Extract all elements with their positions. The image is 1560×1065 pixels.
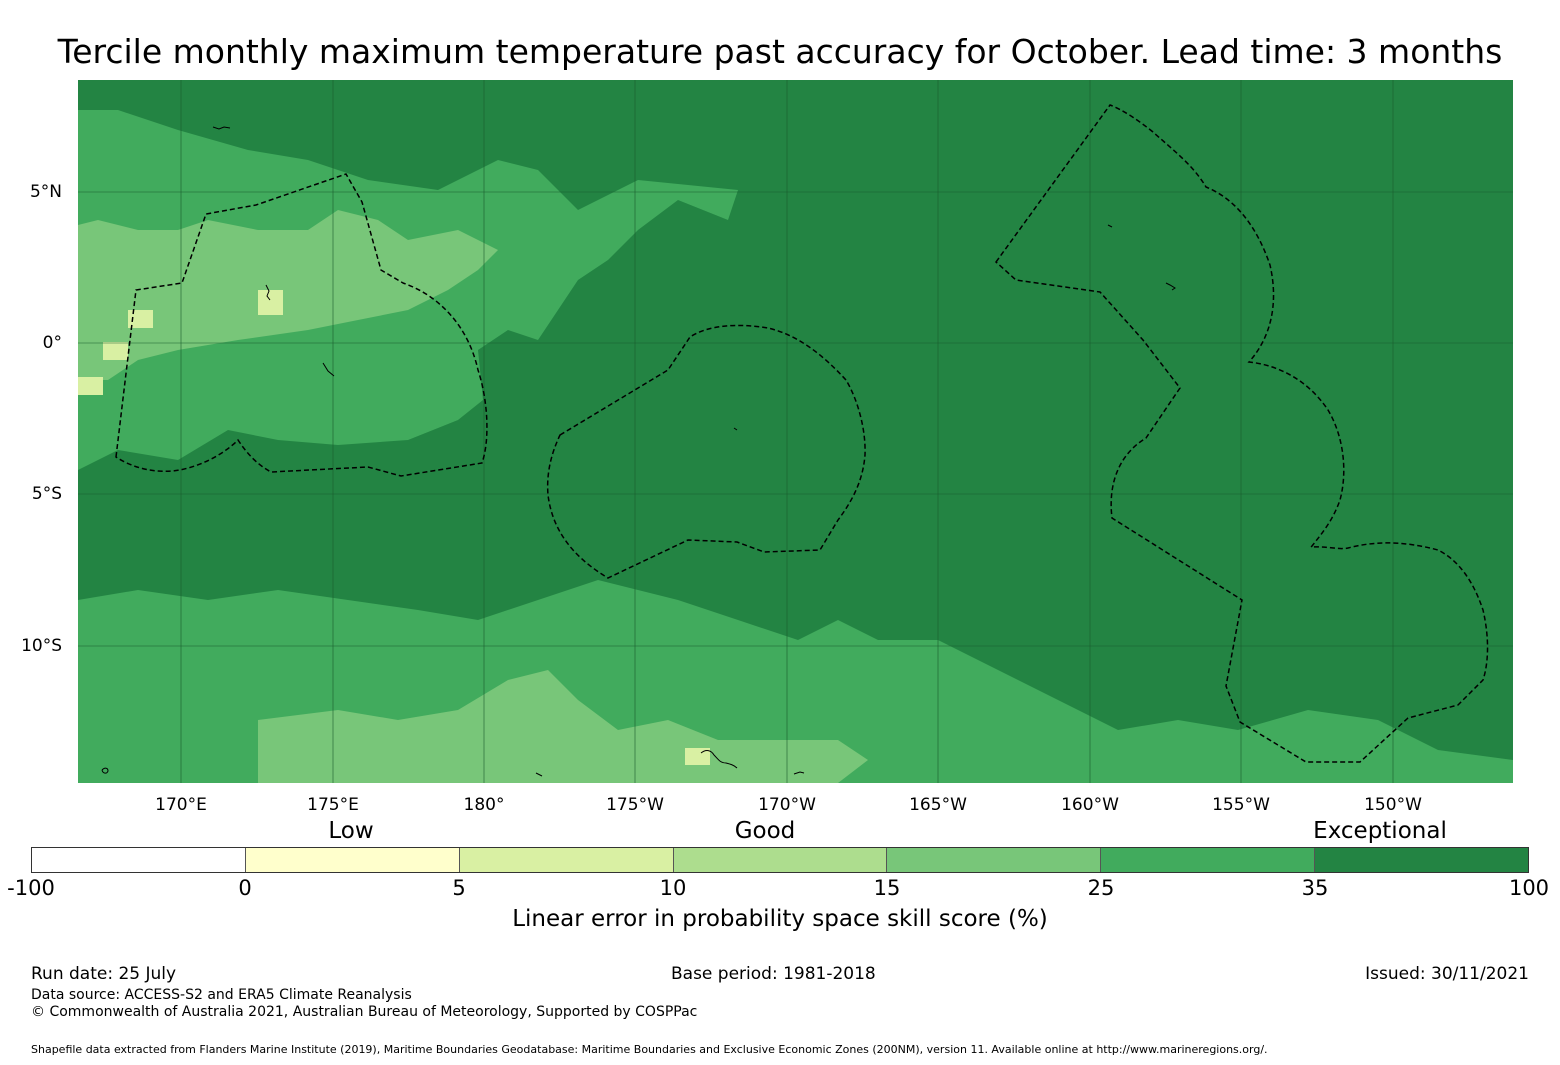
lon-label-2: 180° bbox=[463, 795, 505, 815]
island-2 bbox=[265, 284, 271, 301]
lon-label-0: 170°E bbox=[155, 795, 207, 815]
colorbar-segment-1 bbox=[245, 848, 460, 872]
lon-label-3: 175°W bbox=[606, 795, 664, 815]
island-9 bbox=[793, 771, 805, 775]
eez-tokelau-samoa bbox=[546, 324, 866, 579]
island-5 bbox=[1165, 282, 1176, 291]
legend-category-exceptional: Exceptional bbox=[1313, 818, 1447, 844]
data-source: Data source: ACCESS-S2 and ERA5 Climate … bbox=[31, 987, 412, 1003]
lon-label-4: 170°W bbox=[758, 795, 816, 815]
colorbar-segment-3 bbox=[673, 848, 888, 872]
island-7 bbox=[733, 427, 738, 431]
colorbar bbox=[31, 847, 1529, 873]
island-6 bbox=[1107, 224, 1113, 228]
patch-south-fair bbox=[258, 670, 868, 783]
shapefile-credit: Shapefile data extracted from Flanders M… bbox=[31, 1043, 1268, 1056]
colorbar-segment-6 bbox=[1315, 848, 1529, 872]
eez-kiribati-gilberts bbox=[115, 173, 488, 477]
colorbar-title: Linear error in probability space skill … bbox=[512, 906, 1048, 932]
copyright: © Commonwealth of Australia 2021, Austra… bbox=[31, 1004, 698, 1020]
colorbar-segment-2 bbox=[459, 848, 674, 872]
lon-label-6: 160°W bbox=[1061, 795, 1119, 815]
colorbar-tick-5: 25 bbox=[1087, 876, 1115, 900]
eez-boundaries bbox=[115, 104, 1489, 763]
colorbar-tick-0: -100 bbox=[7, 876, 55, 900]
island-8 bbox=[535, 772, 543, 777]
lat-label-2: 5°S bbox=[31, 484, 62, 504]
colorbar-tick-1: 0 bbox=[238, 876, 252, 900]
skill-map bbox=[78, 80, 1513, 783]
issued-date: Issued: 30/11/2021 bbox=[1365, 964, 1529, 984]
lon-label-7: 155°W bbox=[1212, 795, 1270, 815]
patch-west-fair bbox=[78, 210, 498, 380]
run-date: Run date: 25 July bbox=[31, 964, 177, 984]
patch-pale-cell-3 bbox=[103, 342, 128, 360]
colorbar-segment-4 bbox=[887, 848, 1102, 872]
legend-category-low: Low bbox=[328, 818, 374, 844]
colorbar-tick-4: 15 bbox=[873, 876, 901, 900]
lat-label-0: 5°N bbox=[29, 182, 62, 202]
lat-label-3: 10°S bbox=[21, 636, 62, 656]
island-1 bbox=[212, 126, 231, 130]
colorbar-segment-0 bbox=[32, 848, 246, 872]
lon-label-8: 150°W bbox=[1364, 795, 1422, 815]
map-title: Tercile monthly maximum temperature past… bbox=[57, 32, 1503, 71]
lon-label-1: 175°E bbox=[307, 795, 359, 815]
patch-pale-cell-4 bbox=[78, 377, 103, 395]
patch-pale-cell-2 bbox=[128, 310, 153, 328]
lat-label-1: 0° bbox=[42, 333, 62, 353]
colorbar-tick-3: 10 bbox=[659, 876, 687, 900]
patch-pale-cell-1 bbox=[258, 290, 283, 315]
colorbar-segment-5 bbox=[1101, 848, 1316, 872]
legend-category-good: Good bbox=[734, 818, 796, 844]
base-period: Base period: 1981-2018 bbox=[671, 964, 876, 984]
island-4 bbox=[700, 750, 738, 769]
skill-patches bbox=[78, 110, 1513, 783]
island-10 bbox=[101, 767, 109, 774]
island-3 bbox=[322, 362, 335, 377]
colorbar-tick-2: 5 bbox=[452, 876, 466, 900]
patch-pale-cell-5 bbox=[685, 748, 710, 765]
colorbar-tick-6: 35 bbox=[1301, 876, 1329, 900]
eez-kiribati-line bbox=[994, 104, 1489, 763]
island-outlines bbox=[101, 126, 1176, 777]
colorbar-tick-7: 100 bbox=[1508, 876, 1550, 900]
lon-label-5: 165°W bbox=[909, 795, 967, 815]
graticule bbox=[78, 80, 1513, 783]
